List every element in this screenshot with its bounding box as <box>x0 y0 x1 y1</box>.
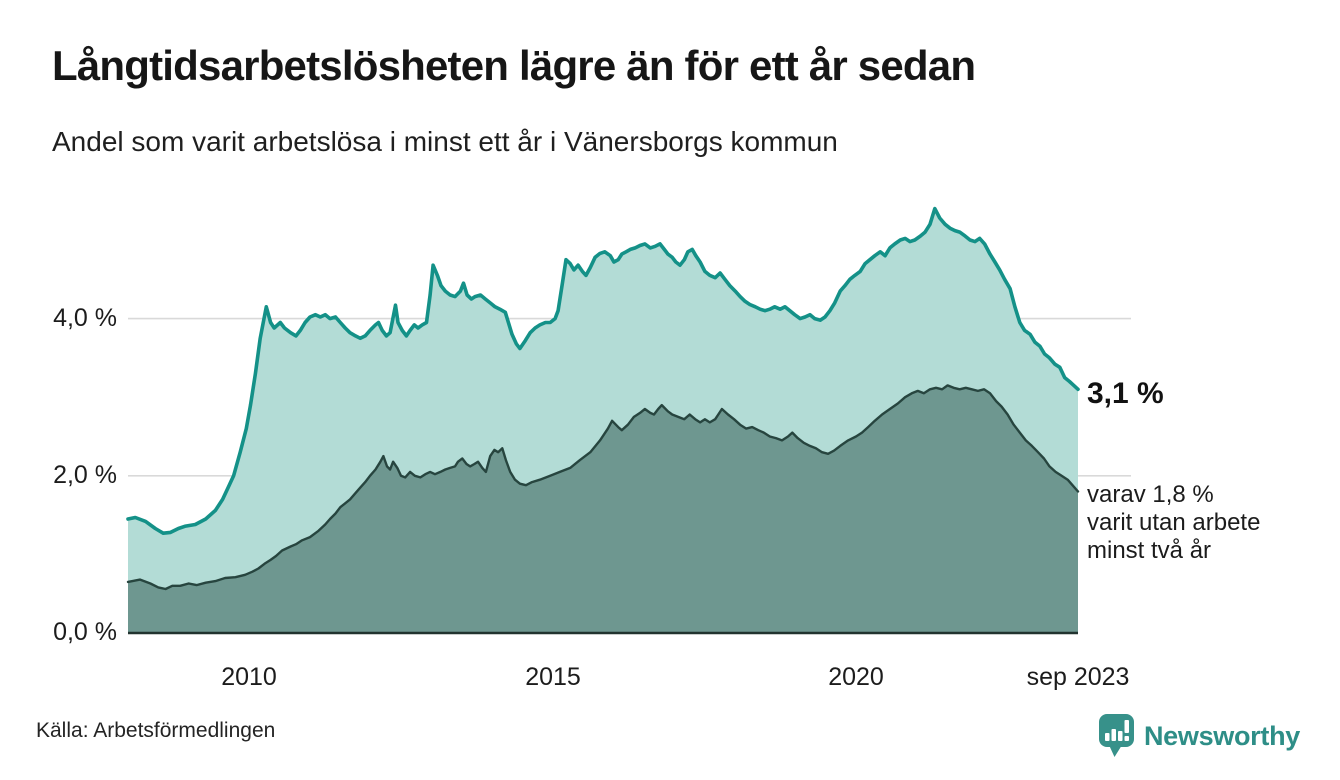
page-title: Långtidsarbetslösheten lägre än för ett … <box>52 42 976 89</box>
secondary-label-line-1: varav 1,8 % <box>1087 481 1214 508</box>
page-subtitle: Andel som varit arbetslösa i minst ett å… <box>52 126 838 157</box>
series-unemployed-one-year-line <box>126 206 1080 535</box>
brand-name: Newsworthy <box>1143 720 1300 751</box>
y-tick-4: 4,0 % <box>53 303 117 332</box>
source-note: Källa: Arbetsförmedlingen <box>36 719 276 742</box>
series-unemployed-two-years-area <box>128 385 1078 633</box>
x-tick-2020: 2020 <box>828 663 884 691</box>
y-tick-2: 2,0 % <box>53 460 117 489</box>
y-tick-0: 0,0 % <box>53 617 117 646</box>
secondary-label-line-2: varit utan arbete <box>1087 509 1261 536</box>
secondary-value-label: varav 1,8 % varit utan arbete minst två … <box>1087 481 1260 565</box>
end-value-label: 3,1 % <box>1087 377 1164 410</box>
series-unemployed-two-years-line <box>126 384 1080 591</box>
bar-chart-speech-bubble-icon <box>1098 714 1134 757</box>
x-tick-2010: 2010 <box>221 663 277 691</box>
x-tick-sep-2023: sep 2023 <box>1026 663 1130 691</box>
newsworthy-logo: Newsworthy <box>1098 712 1300 760</box>
x-tick-2015: 2015 <box>525 663 581 691</box>
secondary-label-line-3: minst två år <box>1087 537 1212 564</box>
